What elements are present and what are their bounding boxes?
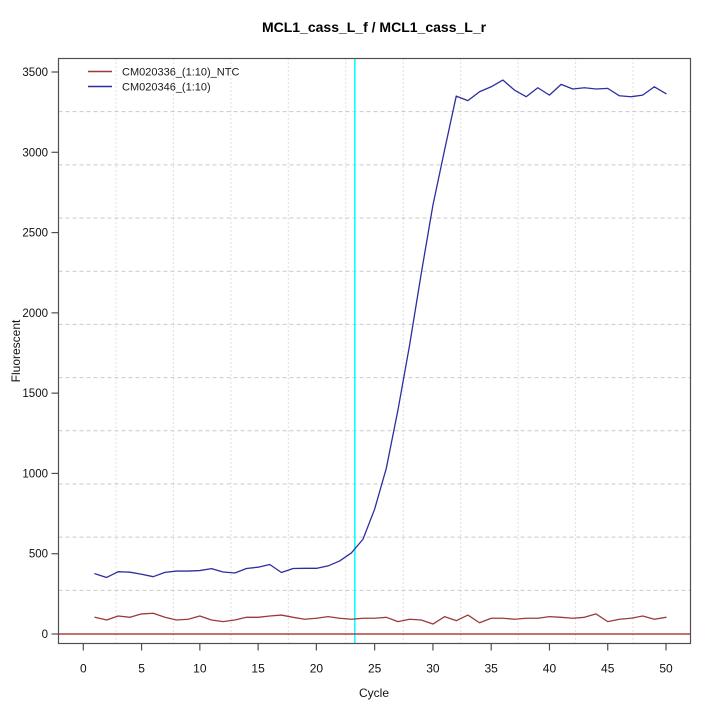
legend-label-ntc: CM020336_(1:10)_NTC bbox=[122, 67, 239, 79]
x-tick-label: 15 bbox=[251, 662, 265, 676]
series-layer bbox=[94, 79, 667, 625]
x-tick-label: 10 bbox=[193, 662, 207, 676]
reference-lines-layer bbox=[58, 58, 691, 644]
x-tick-label: 25 bbox=[368, 662, 382, 676]
x-tick-label: 50 bbox=[659, 662, 673, 676]
y-tick-label: 3000 bbox=[22, 147, 48, 159]
ntc-curve bbox=[94, 612, 667, 625]
y-tick-label: 1500 bbox=[22, 388, 48, 400]
tick-layer: 0 500 1000 1500 2000 2500 3000 3500 0 5 10 15 20 25 30… bbox=[22, 67, 673, 675]
chart-title: MCL1_cass_L_f / MCL1_cass_L_r bbox=[262, 19, 487, 35]
x-tick-label: 35 bbox=[485, 662, 499, 676]
legend: CM020336_(1:10)_NTC CM020346_(1:10) bbox=[88, 67, 239, 94]
grid-layer bbox=[58, 58, 691, 644]
legend-label-sample: CM020346_(1:10) bbox=[122, 82, 211, 94]
y-tick-label: 1000 bbox=[22, 468, 48, 480]
x-tick-label: 30 bbox=[426, 662, 440, 676]
x-tick-label: 45 bbox=[601, 662, 615, 676]
y-tick-label: 2000 bbox=[22, 308, 48, 320]
x-tick-label: 40 bbox=[543, 662, 557, 676]
x-axis-label: Cycle bbox=[359, 686, 389, 700]
x-tick-label: 0 bbox=[80, 662, 87, 676]
y-tick-label: 3500 bbox=[22, 67, 48, 79]
y-tick-label: 0 bbox=[42, 629, 48, 641]
plot-box bbox=[57, 57, 692, 645]
x-tick-label: 5 bbox=[138, 662, 145, 676]
y-axis-label: Fluorescent bbox=[9, 319, 23, 382]
amplification-curve bbox=[94, 79, 667, 579]
x-tick-label: 20 bbox=[310, 662, 324, 676]
y-tick-label: 500 bbox=[29, 549, 48, 561]
y-tick-label: 2500 bbox=[22, 228, 48, 240]
